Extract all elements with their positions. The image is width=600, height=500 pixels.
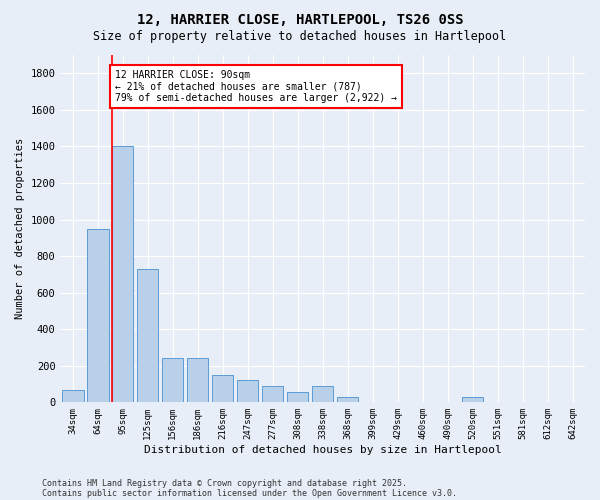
Bar — [112, 146, 133, 402]
Bar — [287, 392, 308, 402]
Text: Contains public sector information licensed under the Open Government Licence v3: Contains public sector information licen… — [42, 488, 457, 498]
Y-axis label: Number of detached properties: Number of detached properties — [15, 138, 25, 320]
Bar — [237, 380, 259, 402]
Bar — [62, 390, 83, 402]
Bar — [262, 386, 283, 402]
Bar — [162, 358, 184, 403]
Bar — [337, 397, 358, 402]
Bar — [87, 228, 109, 402]
Bar — [187, 358, 208, 403]
Bar — [212, 375, 233, 402]
Bar — [462, 397, 483, 402]
Bar — [312, 386, 334, 402]
Text: 12, HARRIER CLOSE, HARTLEPOOL, TS26 0SS: 12, HARRIER CLOSE, HARTLEPOOL, TS26 0SS — [137, 12, 463, 26]
Text: 12 HARRIER CLOSE: 90sqm
← 21% of detached houses are smaller (787)
79% of semi-d: 12 HARRIER CLOSE: 90sqm ← 21% of detache… — [115, 70, 397, 103]
Text: Size of property relative to detached houses in Hartlepool: Size of property relative to detached ho… — [94, 30, 506, 43]
X-axis label: Distribution of detached houses by size in Hartlepool: Distribution of detached houses by size … — [144, 445, 502, 455]
Text: Contains HM Land Registry data © Crown copyright and database right 2025.: Contains HM Land Registry data © Crown c… — [42, 478, 407, 488]
Bar — [137, 269, 158, 402]
